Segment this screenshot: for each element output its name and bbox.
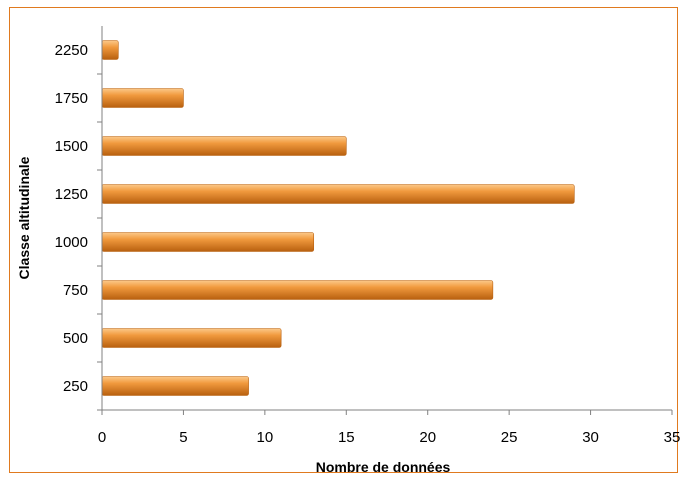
y-axis-title: Classe altitudinale [16, 156, 32, 279]
x-axis-title: Nombre de données [316, 459, 451, 475]
x-tick-label-5: 5 [179, 429, 187, 446]
y-tick-label-1000: 1000 [55, 234, 88, 251]
y-tick-label-1750: 1750 [55, 90, 88, 107]
bar-1750 [101, 88, 184, 108]
y-tick-group: 250 500 750 1000 1250 1500 1750 2250 [55, 42, 102, 411]
x-tick-label-10: 10 [257, 429, 274, 446]
y-tick-label-250: 250 [63, 378, 88, 395]
bar-750 [101, 280, 494, 300]
y-tick-label-2250: 2250 [55, 42, 88, 59]
x-tick-label-35: 35 [664, 429, 681, 446]
x-tick-label-20: 20 [419, 429, 436, 446]
bar-250 [101, 376, 249, 396]
x-tick-label-25: 25 [501, 429, 518, 446]
bar-1000 [101, 232, 315, 252]
bar-1250 [101, 184, 575, 204]
x-tick-group: 0 5 10 15 20 25 30 35 [98, 410, 681, 446]
x-tick-label-15: 15 [338, 429, 355, 446]
y-tick-label-1500: 1500 [55, 138, 88, 155]
y-tick-label-500: 500 [63, 330, 88, 347]
bar-1500 [101, 136, 347, 156]
y-tick-label-750: 750 [63, 282, 88, 299]
bar-2250 [101, 40, 119, 60]
bars-group [101, 40, 575, 396]
x-tick-label-30: 30 [582, 429, 599, 446]
x-tick-label-0: 0 [98, 429, 106, 446]
bar-500 [101, 328, 282, 348]
y-tick-label-1250: 1250 [55, 186, 88, 203]
